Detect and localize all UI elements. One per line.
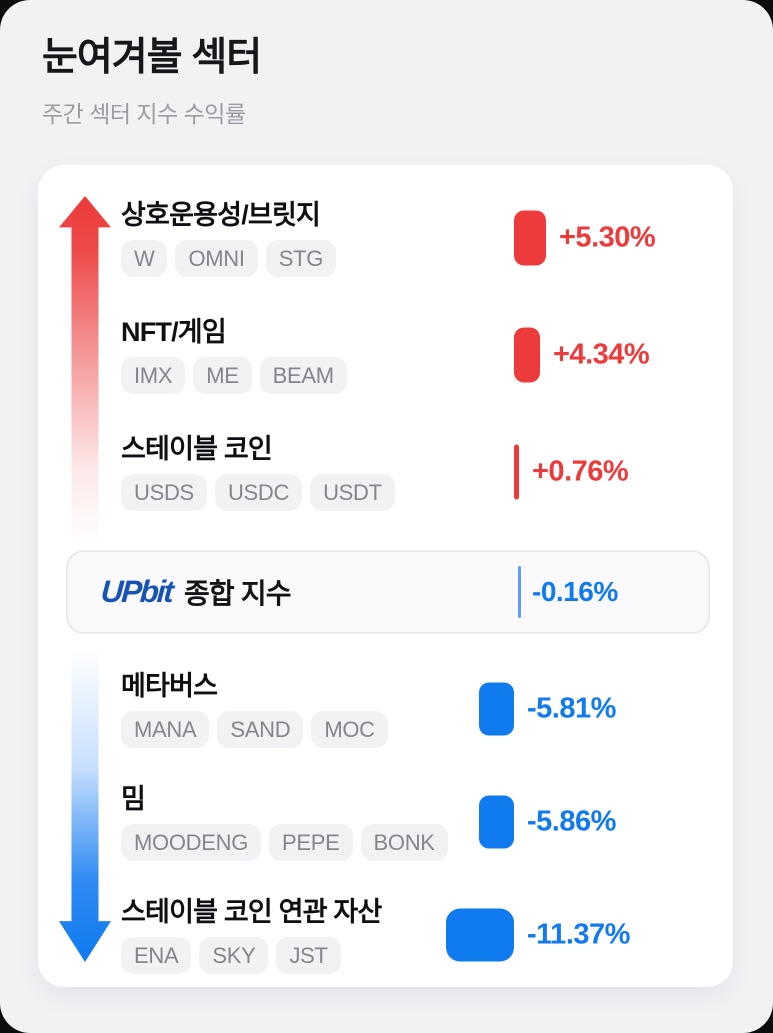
coin-tag[interactable]: MOC [311,711,388,748]
sector-card: 상호운용성/브릿지 W OMNI STG +5.30% NFT/게임 IMX M… [38,165,733,987]
sector-name: 상호운용성/브릿지 [121,200,321,230]
coin-tag[interactable]: USDT [310,474,395,511]
change-bar [514,210,546,266]
sector-row-metaverse[interactable]: 메타버스 MANA SAND MOC -5.81% [121,670,733,748]
coin-tag-row: W OMNI STG [121,240,733,277]
coin-tag-row: IMX ME BEAM [121,357,733,394]
coin-tag[interactable]: SKY [199,937,269,974]
coin-tag[interactable]: ENA [121,937,192,974]
change-percent: +0.76% [532,455,629,488]
change-bar [479,795,514,849]
change-percent: -5.86% [527,805,616,838]
change-percent: -5.81% [527,692,616,725]
coin-tag[interactable]: PEPE [269,824,353,861]
coin-tag[interactable]: USDS [121,474,207,511]
coin-tag[interactable]: BEAM [259,357,347,394]
coin-tag-row: USDS USDC USDT [121,474,733,511]
change-bar [479,682,514,736]
coin-tag[interactable]: MOODENG [121,824,262,861]
sector-row-interoperability-bridge[interactable]: 상호운용성/브릿지 W OMNI STG +5.30% [121,199,733,277]
page-title: 눈여겨볼 섹터 [42,36,262,79]
upbit-composite-index-row[interactable]: UPbit 종합 지수 -0.16% [66,550,710,634]
coin-tag-row: MOODENG PEPE BONK [121,824,733,861]
change-bar [514,444,519,500]
coin-tag[interactable]: OMNI [175,240,258,277]
sector-row-nft-game[interactable]: NFT/게임 IMX ME BEAM +4.34% [121,316,733,394]
change-percent: +4.34% [553,338,650,371]
coin-tag[interactable]: ME [193,357,252,394]
index-change-percent: -0.16% [532,576,618,607]
page-subtitle: 주간 섹터 지수 수익률 [42,101,246,127]
coin-tag-row: MANA SAND MOC [121,711,733,748]
sector-list: 상호운용성/브릿지 W OMNI STG +5.30% NFT/게임 IMX M… [38,165,733,1009]
change-percent: -11.37% [527,918,630,951]
coin-tag-row: ENA SKY JST [121,937,733,974]
upbit-logo: UPbit [99,574,174,609]
coin-tag[interactable]: MANA [121,711,210,748]
coin-tag[interactable]: IMX [121,357,186,394]
coin-tag[interactable]: SAND [217,711,304,748]
sector-row-stablecoin-related[interactable]: 스테이블 코인 연관 자산 ENA SKY JST -11.37% [121,896,733,974]
change-bar [446,908,514,962]
change-percent: +5.30% [559,221,656,254]
change-bar [514,327,540,383]
coin-tag[interactable]: USDC [214,474,303,511]
coin-tag[interactable]: W [121,240,168,277]
header: 눈여겨볼 섹터 주간 섹터 지수 수익률 [0,0,773,129]
sector-name: 메타버스 [121,671,218,701]
sector-name: 스테이블 코인 연관 자산 [121,897,382,927]
sector-name: NFT/게임 [121,317,227,347]
sector-name: 밈 [121,784,146,814]
sector-name: 스테이블 코인 [121,434,273,464]
index-tick-line [518,566,521,618]
sector-row-meme[interactable]: 밈 MOODENG PEPE BONK -5.86% [121,783,733,861]
coin-tag[interactable]: STG [265,240,337,277]
sector-row-stablecoin[interactable]: 스테이블 코인 USDS USDC USDT +0.76% [121,433,733,511]
composite-index-label: 종합 지수 [183,578,292,609]
coin-tag[interactable]: JST [276,937,341,974]
coin-tag[interactable]: BONK [360,824,448,861]
